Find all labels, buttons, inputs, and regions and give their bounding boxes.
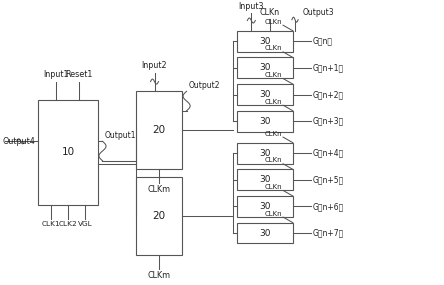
Text: G（n+5）: G（n+5） [313, 175, 344, 184]
Text: CLKn: CLKn [265, 211, 282, 217]
Text: Input1: Input1 [44, 70, 69, 79]
Bar [238, 196, 293, 217]
Text: CLKn: CLKn [265, 99, 282, 105]
Text: 30: 30 [259, 175, 271, 184]
Text: CLKn: CLKn [265, 184, 282, 190]
Bar [238, 111, 293, 132]
Text: CLK1: CLK1 [42, 221, 61, 227]
Bar [38, 100, 98, 205]
Text: 30: 30 [259, 229, 271, 238]
Text: G（n+2）: G（n+2） [313, 90, 344, 99]
Bar [238, 84, 293, 105]
Text: CLKn: CLKn [265, 19, 282, 25]
Text: CLKn: CLKn [260, 8, 280, 17]
Text: CLKn: CLKn [265, 157, 282, 163]
Text: 20: 20 [152, 211, 166, 221]
Text: Input3: Input3 [238, 1, 264, 11]
Text: Reset1: Reset1 [65, 70, 93, 79]
Text: 30: 30 [259, 117, 271, 126]
Text: CLKn: CLKn [265, 72, 282, 78]
Text: 30: 30 [259, 37, 271, 46]
Text: G（n+4）: G（n+4） [313, 148, 344, 158]
Text: 30: 30 [259, 202, 271, 211]
Text: G（n+1）: G（n+1） [313, 63, 344, 72]
Text: G（n+3）: G（n+3） [313, 117, 344, 126]
Text: CLK2: CLK2 [59, 221, 78, 227]
Bar [136, 91, 182, 169]
Text: CLKn: CLKn [265, 45, 282, 51]
Text: CLKm: CLKm [147, 271, 170, 280]
Bar [136, 177, 182, 255]
Text: 30: 30 [259, 148, 271, 158]
Text: Output3: Output3 [303, 8, 335, 17]
Text: G（n+7）: G（n+7） [313, 229, 344, 238]
Text: Output4: Output4 [3, 137, 36, 146]
Text: 10: 10 [62, 147, 75, 157]
Text: CLKn: CLKn [265, 131, 282, 137]
Bar [238, 58, 293, 78]
Text: CLKm: CLKm [147, 185, 170, 194]
Text: Input2: Input2 [142, 62, 167, 70]
Bar [238, 223, 293, 243]
Bar [238, 31, 293, 52]
Text: 20: 20 [152, 125, 166, 135]
Bar [238, 169, 293, 190]
Text: VGL: VGL [78, 221, 92, 227]
Text: Output1: Output1 [105, 131, 136, 140]
Text: 30: 30 [259, 63, 271, 72]
Text: Output2: Output2 [189, 81, 220, 90]
Text: G（n+6）: G（n+6） [313, 202, 344, 211]
Bar [238, 143, 293, 164]
Text: G（n）: G（n） [313, 37, 333, 46]
Text: 30: 30 [259, 90, 271, 99]
